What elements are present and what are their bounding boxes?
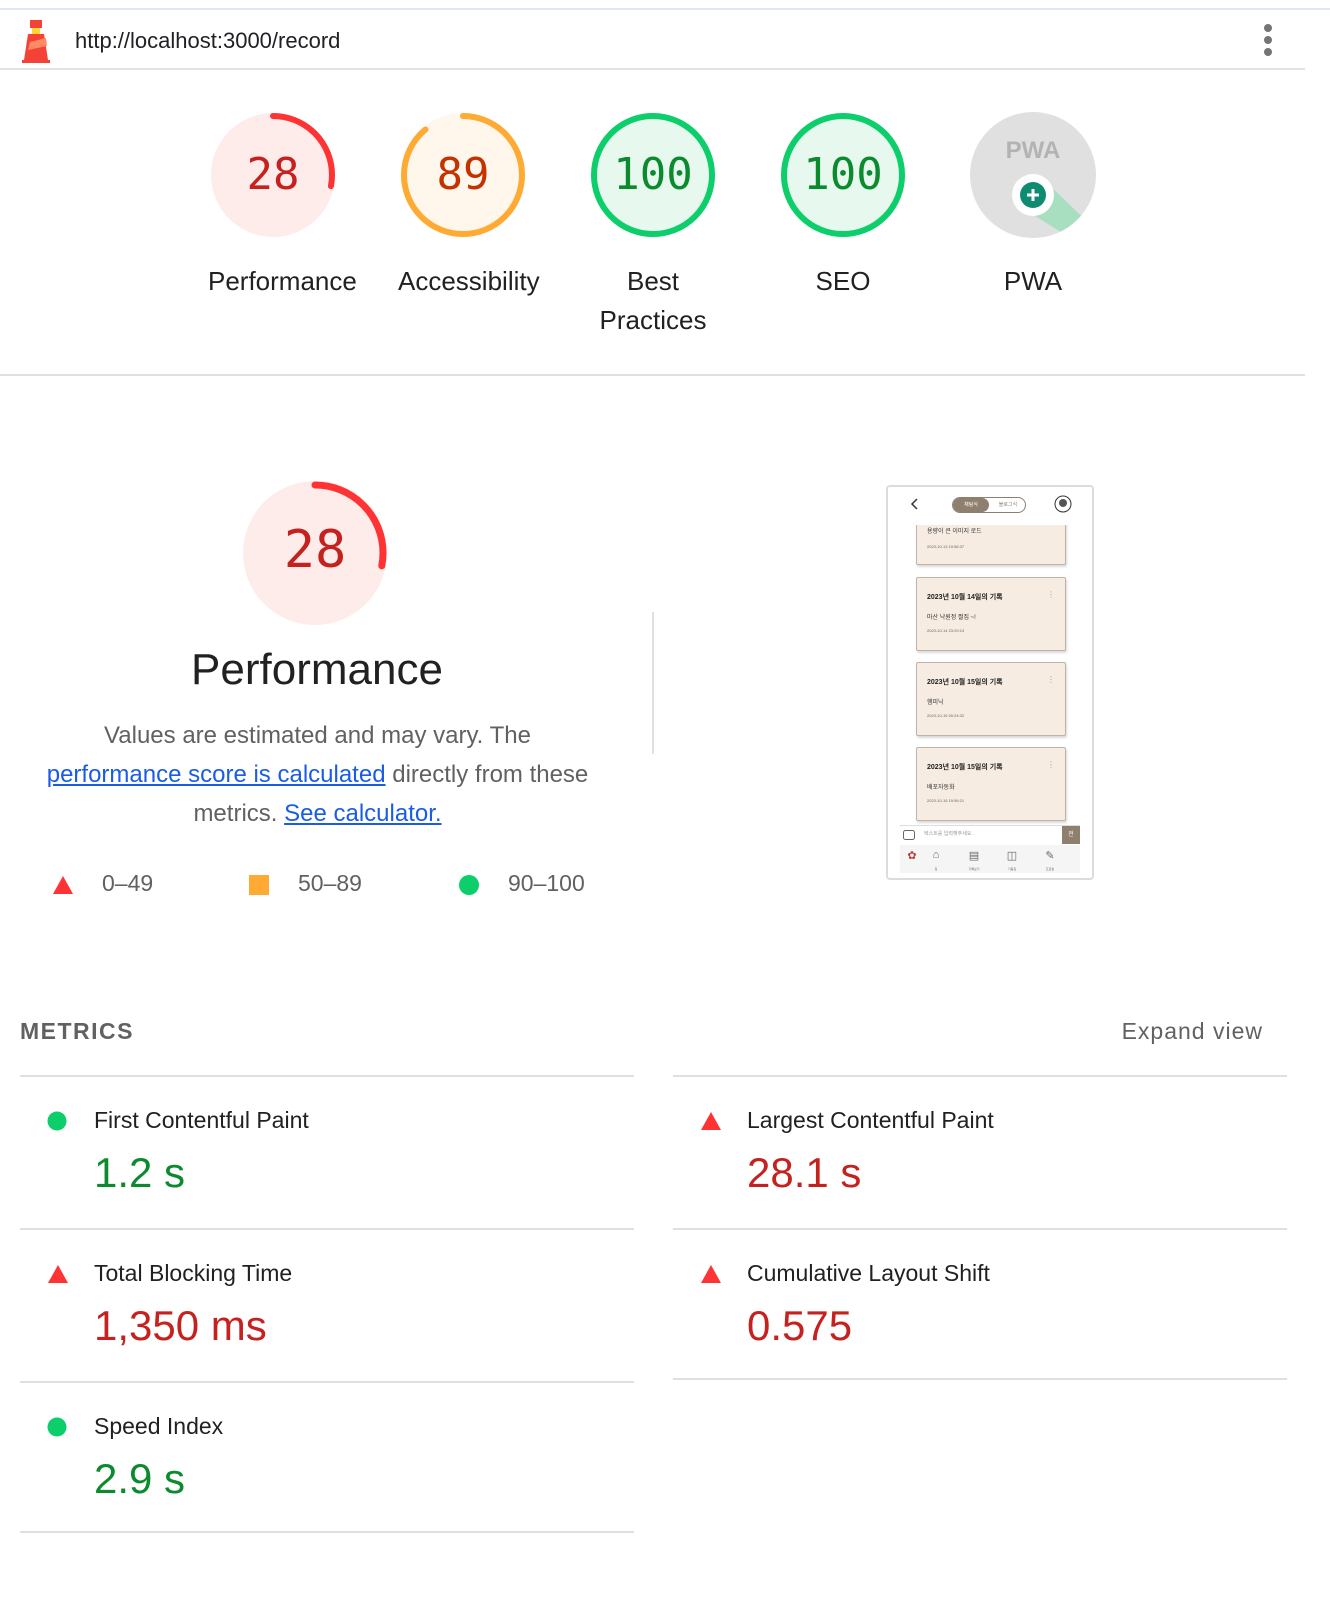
performance-description: Values are estimated and may vary. The p… [35, 716, 600, 833]
gauge-accessibility-score: 89 [436, 149, 490, 200]
legend-average-range: 50–89 [298, 870, 362, 896]
legend-fail-range: 0–49 [102, 870, 154, 896]
circle-pass-icon [47, 1111, 67, 1131]
back-arrow-icon [910, 498, 918, 510]
expand-view-toggle[interactable]: Expand view [1121, 1018, 1263, 1044]
gauge-best-practices[interactable]: 100 Best Practices [558, 110, 748, 340]
screenshot-card: 2023년 10월 15일의 기록 ⋮ 배포자동화 2023-10-15 19:5… [916, 747, 1066, 821]
screenshot-input-bar: 텍스트를 입력해주세요. 전 [900, 825, 1080, 844]
view-toggle: 채팅식 블로그식 [952, 497, 1026, 513]
gauge-seo-ring [781, 113, 905, 237]
metric-value: 0.575 [747, 1302, 853, 1349]
circle-pass-icon [459, 874, 479, 895]
performance-gauge-large [243, 481, 387, 625]
svg-text:PWA: PWA [1006, 137, 1061, 164]
triangle-fail-icon [701, 1112, 721, 1130]
metric-speed-index: Speed Index 2.9 s [20, 1381, 634, 1533]
pwa-badge-text: PWA [1006, 137, 1061, 164]
pen-icon: ✎ [1045, 850, 1055, 862]
metric-label: First Contentful Paint [94, 1107, 309, 1133]
record-icon: ▤ [968, 850, 980, 862]
gauge-accessibility-label: Accessibility [398, 266, 540, 296]
square-average-icon [249, 874, 269, 895]
gauge-pwa-label: PWA [1003, 266, 1063, 296]
desc-text-1: Values are estimated and may vary. The [104, 722, 531, 749]
metric-total-blocking-time: Total Blocking Time 1,350 ms [20, 1228, 634, 1380]
keyboard-icon [903, 830, 915, 840]
metrics-heading: METRICS [20, 1018, 134, 1044]
screenshot-card: 2023년 10월 15일의 기록 ⋮ 햄피닉 2023-10-15 00:24:… [916, 662, 1066, 736]
legend-pass: 90–100 [458, 870, 585, 897]
report-topbar: http://localhost:3000/record [0, 10, 1305, 70]
gauge-performance-ring [211, 113, 335, 237]
metric-label: Speed Index [94, 1413, 224, 1439]
page-url: http://localhost:3000/record [75, 28, 341, 53]
flower-icon: ✿ [907, 850, 917, 862]
screenshot-card: 2023년 10월 14일의 기록 ⋮ 마산 낙원정 쩔집 ~! 2023-10-… [916, 577, 1066, 651]
final-screenshot-thumbnail[interactable]: 용량이 큰 이미지 로드 2023-10-13 19:56:37 2023년 1… [886, 485, 1094, 880]
metric-label: Largest Contentful Paint [747, 1107, 994, 1133]
gauge-pwa[interactable]: PWA PWA [938, 110, 1128, 301]
metric-largest-contentful-paint: Largest Contentful Paint 28.1 s [673, 1075, 1287, 1227]
gauge-best-practices-score: 100 [613, 149, 693, 200]
gauge-performance[interactable]: 28 Performance [178, 110, 368, 301]
gauge-best-practices-ring [591, 113, 715, 237]
more-options-icon[interactable] [1261, 24, 1275, 60]
legend-pass-range: 90–100 [508, 870, 585, 896]
pillar-icon: ◫ [1006, 850, 1018, 862]
home-icon: ⌂ [932, 849, 940, 861]
profile-avatar-icon [1054, 495, 1072, 513]
metric-label: Total Blocking Time [94, 1260, 293, 1286]
legend-fail: 0–49 [52, 870, 153, 897]
performance-title: Performance [191, 645, 443, 694]
performance-score-large: 28 [283, 520, 347, 580]
triangle-fail-icon [53, 875, 73, 894]
triangle-fail-icon [48, 1265, 68, 1283]
window-top-border [0, 8, 1330, 10]
gauge-performance-score: 28 [246, 149, 300, 200]
metric-value: 28.1 s [747, 1149, 862, 1196]
pwa-badge-icon [970, 112, 1096, 238]
triangle-fail-icon [701, 1265, 721, 1283]
gauge-seo-label: SEO [815, 266, 871, 296]
metric-value: 1.2 s [94, 1149, 186, 1196]
legend-average: 50–89 [248, 870, 362, 897]
metric-value: 2.9 s [94, 1455, 186, 1502]
see-calculator-link[interactable]: See calculator. [284, 800, 442, 827]
section-divider [652, 612, 654, 754]
desc-text-2: directly from these metrics. [193, 761, 589, 827]
screenshot-bottom-nav: ✿ ⌂ 집 ▤ 기록보기 ◫ 기둥집 ✎ 프로필 [900, 845, 1080, 873]
gauge-performance-label: Performance [208, 266, 357, 296]
metric-first-contentful-paint: First Contentful Paint 1.2 s [20, 1075, 634, 1227]
circle-pass-icon [47, 1417, 67, 1437]
metric-value: 1,350 ms [94, 1302, 267, 1349]
metric-label: Cumulative Layout Shift [747, 1260, 990, 1286]
gauge-seo[interactable]: 100 SEO [748, 110, 938, 301]
gauge-seo-score: 100 [803, 149, 883, 200]
score-gauges: 28 Performance 89 Accessibility 100 Best… [0, 72, 1305, 376]
gauge-accessibility[interactable]: 89 Accessibility [368, 110, 558, 301]
lighthouse-logo-icon [22, 20, 50, 63]
gauge-accessibility-ring [401, 113, 525, 237]
screenshot-header: 채팅식 블로그식 [888, 487, 1092, 525]
gauge-best-practices-label: Best Practices [599, 266, 707, 335]
metric-cumulative-layout-shift: Cumulative Layout Shift 0.575 [673, 1228, 1287, 1380]
score-calculated-link[interactable]: performance score is calculated [46, 761, 386, 788]
